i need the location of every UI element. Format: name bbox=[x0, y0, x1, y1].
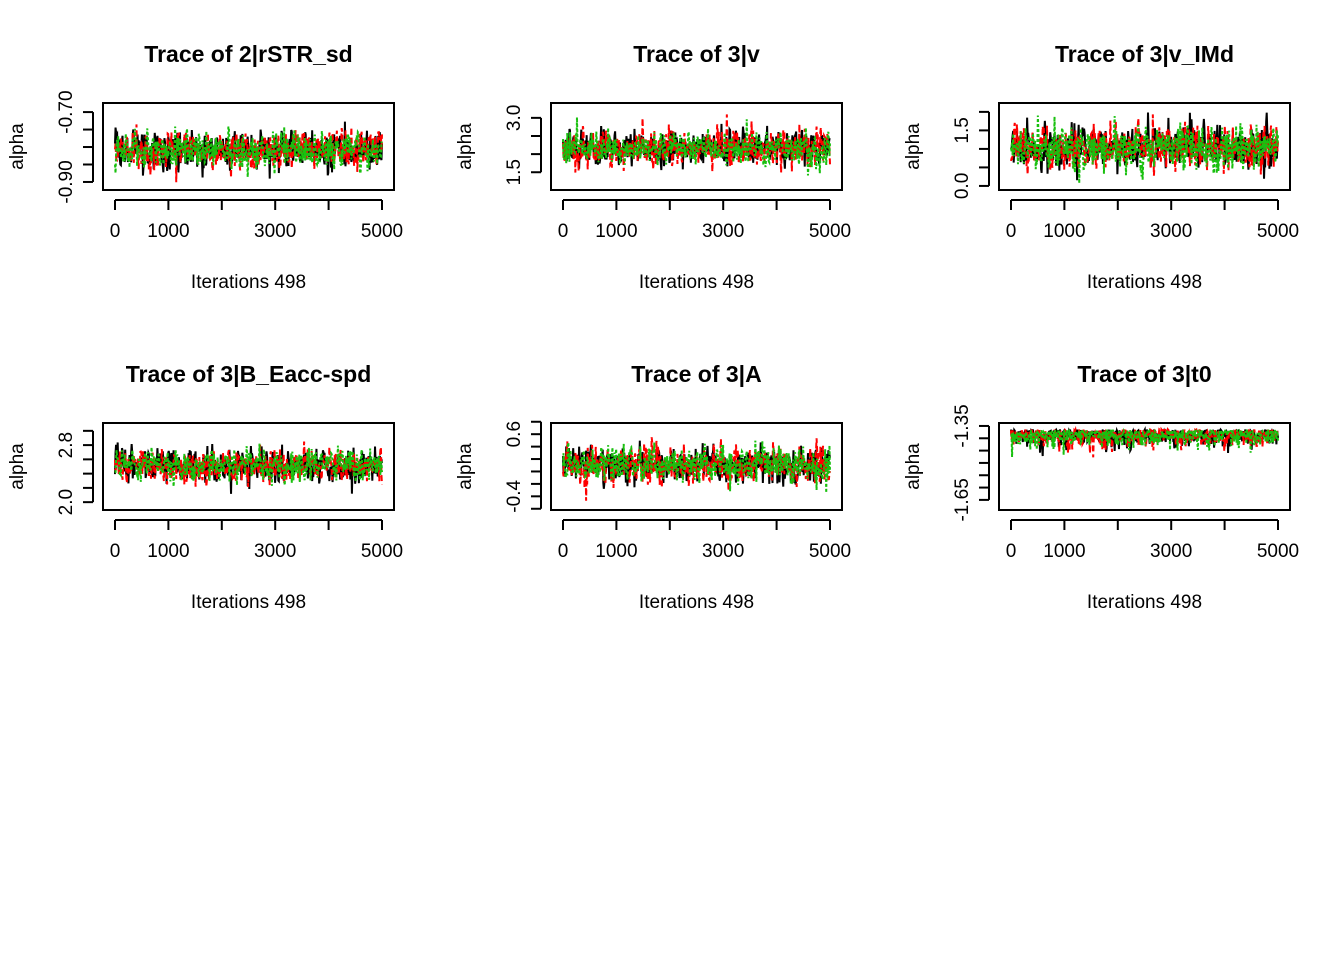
y-tick-label: -1.35 bbox=[952, 404, 973, 447]
trace-lines bbox=[562, 114, 831, 176]
x-tick-label: 5000 bbox=[1257, 541, 1299, 562]
x-axis-label: Iterations 498 bbox=[191, 272, 306, 293]
x-tick-label: 5000 bbox=[361, 541, 403, 562]
y-axis-label: alpha bbox=[455, 123, 476, 170]
panel-title: Trace of 3|v bbox=[633, 41, 760, 67]
panel-title: Trace of 3|A bbox=[631, 361, 761, 387]
y-tick-label: 2.8 bbox=[56, 432, 77, 458]
x-tick-label: 3000 bbox=[702, 221, 744, 242]
y-axis-label: alpha bbox=[7, 443, 28, 490]
x-tick-label: 1000 bbox=[147, 541, 189, 562]
y-tick-label: -0.70 bbox=[56, 90, 77, 133]
x-tick-label: 1000 bbox=[1043, 541, 1085, 562]
trace-series-3 bbox=[562, 440, 831, 493]
x-tick-label: 5000 bbox=[361, 221, 403, 242]
trace-panel: Trace of 3|v_IMd 0 1000 3000 5000 Iterations … bbox=[903, 41, 1299, 293]
plot-box bbox=[998, 422, 1291, 511]
x-axis-label: Iterations 498 bbox=[191, 592, 306, 613]
y-axis-label: alpha bbox=[7, 123, 28, 170]
x-tick-label: 1000 bbox=[595, 221, 637, 242]
trace-lines bbox=[1010, 425, 1279, 458]
x-tick-label: 5000 bbox=[1257, 221, 1299, 242]
trace-series-3 bbox=[562, 117, 831, 176]
panel-title: Trace of 3|B_Eacc-spd bbox=[126, 361, 372, 387]
trace-series-3 bbox=[1010, 115, 1279, 184]
trace-panel: Trace of 2|rSTR_sd 0 1000 3000 5000 Iteration… bbox=[7, 41, 403, 293]
x-tick-label: 5000 bbox=[809, 541, 851, 562]
x-tick-label: 0 bbox=[1006, 221, 1017, 242]
trace-lines bbox=[114, 441, 383, 494]
x-tick-label: 1000 bbox=[147, 221, 189, 242]
x-tick-label: 5000 bbox=[809, 221, 851, 242]
x-tick-label: 0 bbox=[110, 541, 121, 562]
plot-box bbox=[102, 422, 395, 511]
x-tick-label: 3000 bbox=[1150, 221, 1192, 242]
plot-box bbox=[550, 422, 843, 511]
y-axis-label: alpha bbox=[455, 443, 476, 490]
y-tick-label: 1.5 bbox=[504, 159, 525, 185]
trace-series-3 bbox=[114, 443, 383, 487]
y-tick-label: 3.0 bbox=[504, 105, 525, 131]
trace-panel: Trace of 3|A 0 1000 3000 5000 Iterations 498 0… bbox=[455, 361, 851, 613]
y-tick-label: -1.65 bbox=[952, 478, 973, 521]
x-axis-label: Iterations 498 bbox=[639, 272, 754, 293]
y-axis-label: alpha bbox=[903, 443, 924, 490]
x-tick-label: 3000 bbox=[254, 541, 296, 562]
x-axis-label: Iterations 498 bbox=[1087, 272, 1202, 293]
x-axis-label: Iterations 498 bbox=[639, 592, 754, 613]
x-tick-label: 0 bbox=[558, 541, 569, 562]
panel-title: Trace of 3|t0 bbox=[1077, 361, 1211, 387]
x-tick-label: 0 bbox=[110, 221, 121, 242]
x-axis-label: Iterations 498 bbox=[1087, 592, 1202, 613]
trace-panel: Trace of 3|v 0 1000 3000 5000 Iterations 498 3… bbox=[455, 41, 851, 293]
trace-series-3 bbox=[1010, 426, 1279, 458]
trace-series-3 bbox=[114, 126, 383, 178]
x-tick-label: 3000 bbox=[702, 541, 744, 562]
y-tick-label: 2.0 bbox=[56, 489, 77, 515]
y-tick-label: 0.0 bbox=[952, 173, 973, 199]
trace-lines bbox=[114, 121, 383, 183]
x-tick-label: 3000 bbox=[254, 221, 296, 242]
x-tick-label: 0 bbox=[558, 221, 569, 242]
x-tick-label: 1000 bbox=[595, 541, 637, 562]
panel-title: Trace of 2|rSTR_sd bbox=[144, 41, 352, 67]
y-axis-label: alpha bbox=[903, 123, 924, 170]
trace-lines bbox=[1010, 112, 1279, 184]
plot-box bbox=[550, 102, 843, 191]
x-tick-label: 0 bbox=[1006, 541, 1017, 562]
panel-title: Trace of 3|v_IMd bbox=[1055, 41, 1234, 67]
plot-box bbox=[998, 102, 1291, 191]
y-tick-label: -0.90 bbox=[56, 160, 77, 203]
x-tick-label: 1000 bbox=[1043, 221, 1085, 242]
x-tick-label: 3000 bbox=[1150, 541, 1192, 562]
trace-panel: Trace of 3|t0 0 1000 3000 5000 Iterations 498… bbox=[903, 361, 1299, 613]
trace-panel: Trace of 3|B_Eacc-spd 0 1000 3000 5000 Iterat… bbox=[7, 361, 403, 613]
plot-box bbox=[102, 102, 395, 191]
trace-lines bbox=[562, 437, 831, 501]
y-tick-label: -0.4 bbox=[504, 480, 525, 513]
y-tick-label: 0.6 bbox=[504, 421, 525, 447]
y-tick-label: 1.5 bbox=[952, 117, 973, 143]
